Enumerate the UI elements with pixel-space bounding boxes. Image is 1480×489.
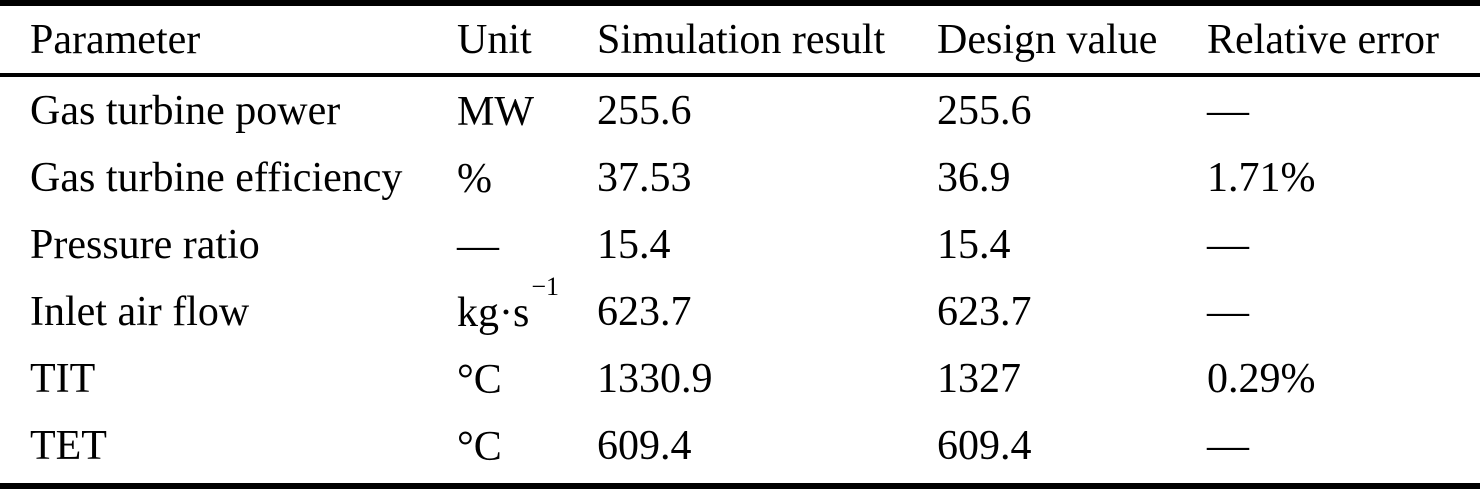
cell-design-value: 1327: [937, 355, 1021, 402]
cell-design-value: 623.7: [937, 288, 1032, 335]
cell-relative-error: —: [1207, 422, 1249, 469]
column-header-parameter: Parameter: [30, 16, 201, 63]
cell-simulation-result: 15.4: [597, 221, 671, 268]
cell-relative-error: 0.29%: [1207, 355, 1316, 402]
cell-parameter: TET: [30, 422, 107, 469]
unit-text: °C: [457, 423, 502, 470]
cell-parameter: Pressure ratio: [30, 221, 260, 268]
cell-unit: °C: [455, 357, 595, 401]
table-row-tet: TET °C 609.4 609.4 —: [0, 412, 1480, 479]
unit-text: °C: [457, 356, 502, 403]
cell-simulation-result: 609.4: [597, 422, 692, 469]
cell-relative-error: 1.71%: [1207, 154, 1316, 201]
unit-text: kg·s: [457, 289, 530, 336]
column-header-relative-error: Relative error: [1207, 16, 1440, 63]
table-row-gas-turbine-efficiency: Gas turbine efficiency % 37.53 36.9 1.71…: [0, 144, 1480, 211]
cell-design-value: 609.4: [937, 422, 1032, 469]
cell-simulation-result: 37.53: [597, 154, 692, 201]
column-header-simulation-result: Simulation result: [597, 16, 886, 63]
column-header-unit: Unit: [457, 16, 532, 63]
unit-text: MW: [457, 88, 534, 135]
cell-design-value: 36.9: [937, 154, 1011, 201]
table-row-pressure-ratio: Pressure ratio — 15.4 15.4 —: [0, 211, 1480, 278]
table-row-tit: TIT °C 1330.9 1327 0.29%: [0, 345, 1480, 412]
cell-parameter: TIT: [30, 355, 96, 402]
table-row-inlet-air-flow: Inlet air flow kg·s−1 623.7 623.7 —: [0, 273, 1480, 345]
cell-design-value: 15.4: [937, 221, 1011, 268]
cell-unit: MW: [455, 89, 595, 133]
table-row-gas-turbine-power: Gas turbine power MW 255.6 255.6 —: [0, 77, 1480, 144]
cell-relative-error: —: [1207, 288, 1249, 335]
cell-relative-error: —: [1207, 221, 1249, 268]
cell-unit: %: [455, 156, 595, 200]
cell-unit: —: [455, 223, 595, 267]
cell-parameter: Inlet air flow: [30, 288, 250, 335]
unit-text: —: [457, 222, 499, 269]
cell-parameter: Gas turbine efficiency: [30, 154, 403, 201]
cell-relative-error: —: [1207, 87, 1249, 134]
cell-unit: kg·s−1: [455, 273, 595, 336]
cell-unit: °C: [455, 424, 595, 468]
column-header-design-value: Design value: [937, 16, 1158, 63]
table-header-row: Parameter Unit Simulation result Design …: [0, 6, 1480, 77]
cell-simulation-result: 255.6: [597, 87, 692, 134]
cell-simulation-result: 1330.9: [597, 355, 713, 402]
unit-superscript: −1: [531, 271, 560, 301]
cell-design-value: 255.6: [937, 87, 1032, 134]
unit-text: %: [457, 155, 492, 202]
cell-parameter: Gas turbine power: [30, 87, 341, 134]
cell-simulation-result: 623.7: [597, 288, 692, 335]
